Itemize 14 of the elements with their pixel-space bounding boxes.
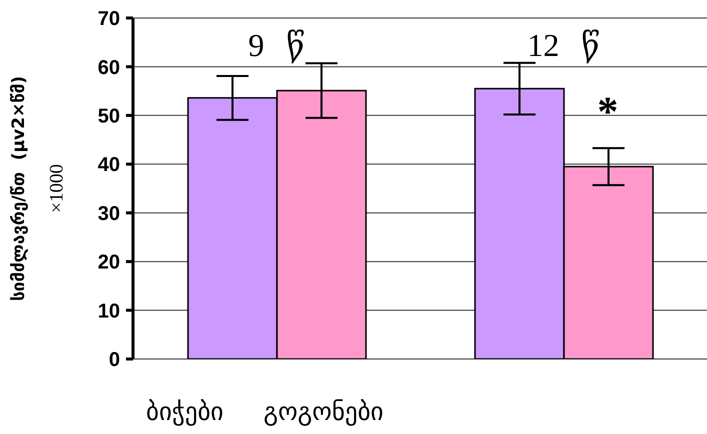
y-tick-label: 20 xyxy=(98,252,120,274)
y-tick-label: 50 xyxy=(98,106,120,128)
x-tick-label: 12 წ xyxy=(527,27,600,64)
series-label: გოგონები xyxy=(263,397,384,428)
y-tick-label: 70 xyxy=(98,8,120,30)
y-axis-title: სიმძლავრე/წთ (μv2×წმ) ×1000 xyxy=(9,76,68,302)
annotation: * xyxy=(597,90,618,136)
y-tick-label: 30 xyxy=(98,202,120,225)
y-tick-label: 10 xyxy=(98,300,120,322)
y-tick-label: 0 xyxy=(108,349,120,372)
y-tick-label: 60 xyxy=(98,56,120,79)
y-tick-label: 40 xyxy=(98,154,120,176)
x-tick-label: 9 წ xyxy=(248,27,305,64)
series-label: ბიჭები xyxy=(146,397,224,428)
